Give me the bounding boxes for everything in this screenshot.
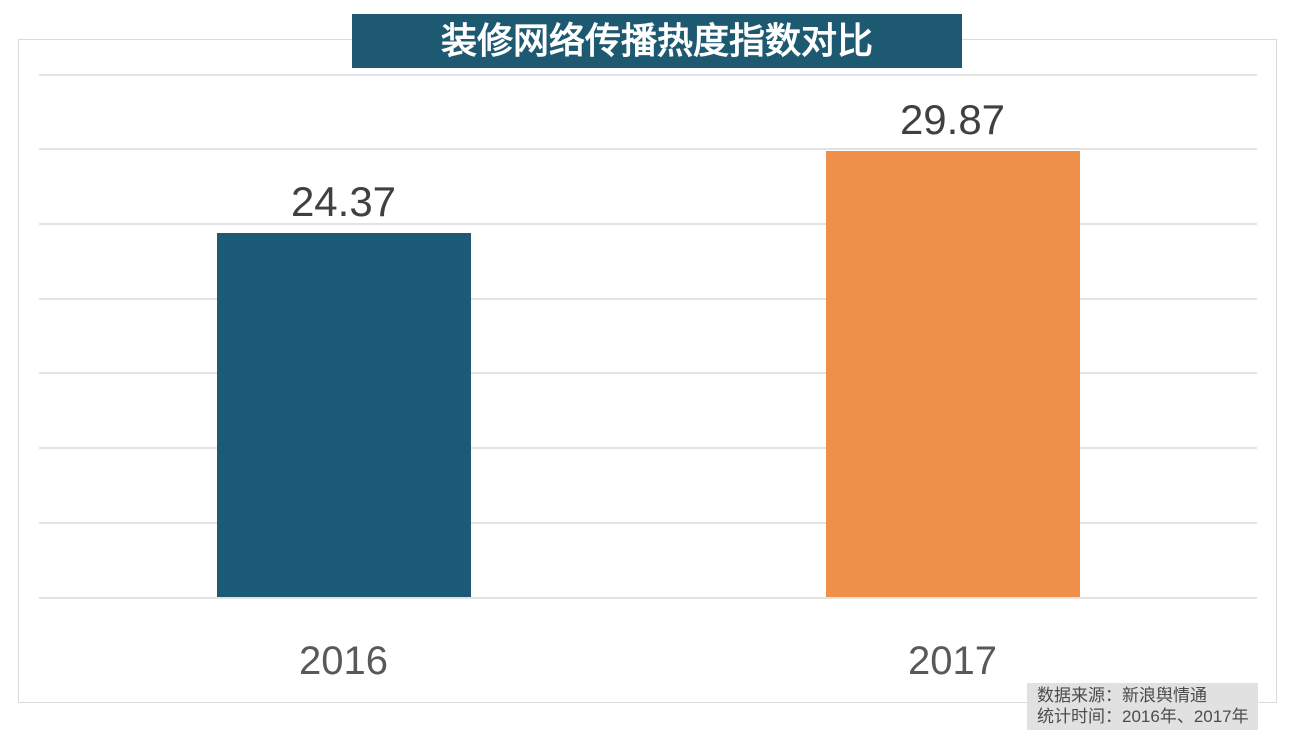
chart-title: 装修网络传播热度指数对比: [352, 14, 962, 68]
source-box: 数据来源：新浪舆情通 统计时间：2016年、2017年: [1027, 683, 1258, 730]
gridline-10: [39, 447, 1257, 450]
bar-2016: [216, 233, 471, 598]
source-line-2: 统计时间：2016年、2017年: [1037, 707, 1249, 726]
bar-2017: [825, 151, 1080, 598]
gridline-30: [39, 148, 1257, 151]
x-axis-label-2017: 2017: [908, 639, 997, 683]
source-line-1: 数据来源：新浪舆情通: [1037, 686, 1207, 705]
gridline-25: [39, 222, 1257, 225]
gridline-5: [39, 521, 1257, 524]
gridline-20: [39, 297, 1257, 300]
gridline-0: [39, 596, 1257, 599]
value-label-2017: 29.87: [899, 96, 1006, 144]
value-label-2016: 24.37: [290, 178, 397, 226]
x-axis-label-2016: 2016: [299, 639, 388, 683]
gridline-15: [39, 372, 1257, 375]
gridline-35: [39, 73, 1257, 76]
